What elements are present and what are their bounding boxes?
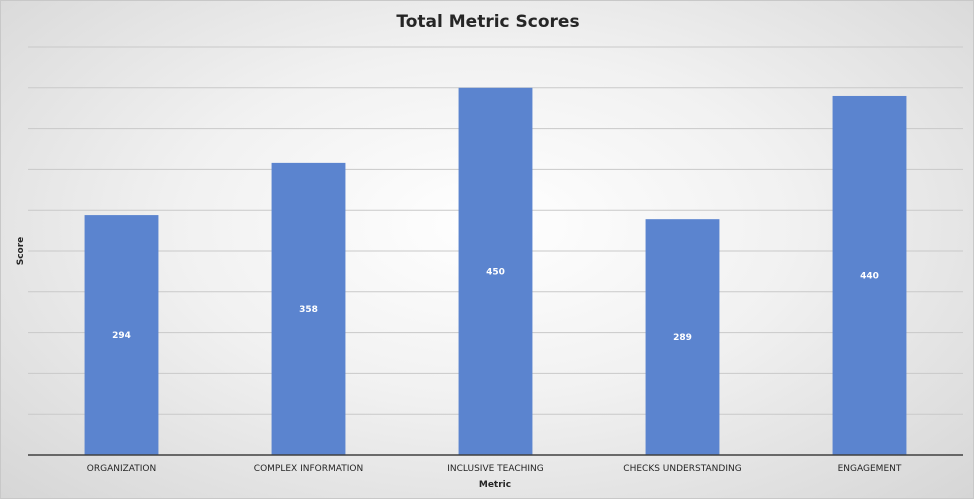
x-axis-title: Metric — [479, 480, 511, 490]
x-tick-label: ENGAGEMENT — [838, 464, 902, 474]
x-tick-labels: ORGANIZATION COMPLEX INFORMATION INCLUSIVE… — [87, 464, 902, 474]
data-label: 440 — [860, 271, 879, 281]
bar-checks-understanding — [645, 219, 720, 455]
data-labels: 294 358 450 289 440 — [112, 267, 879, 343]
x-tick-label: ORGANIZATION — [87, 464, 156, 474]
x-tick-label: INCLUSIVE TEACHING — [447, 464, 544, 474]
bars — [84, 87, 907, 456]
bar-organization — [84, 215, 159, 455]
y-axis-title: Score — [16, 237, 26, 266]
x-tick-label: CHECKS UNDERSTANDING — [623, 464, 741, 474]
bar-engagement — [832, 95, 907, 456]
data-label: 294 — [112, 331, 131, 341]
data-label: 358 — [299, 305, 318, 315]
bar-inclusive-teaching — [458, 87, 533, 456]
chart-title: Total Metric Scores — [396, 12, 579, 32]
data-label: 450 — [486, 267, 505, 277]
bar-complex-information — [271, 162, 346, 455]
x-tick-label: COMPLEX INFORMATION — [254, 464, 363, 474]
data-label: 289 — [673, 333, 692, 343]
